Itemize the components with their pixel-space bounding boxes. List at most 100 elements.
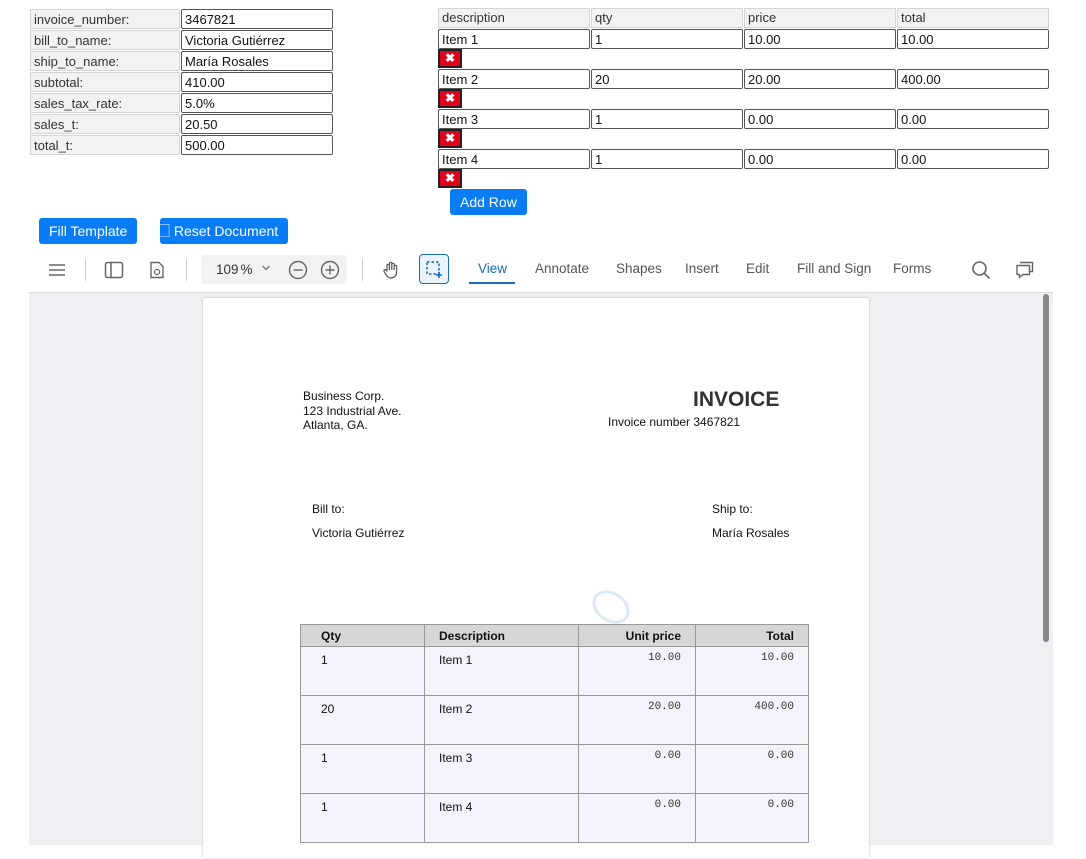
column-header-qty: qty — [591, 8, 743, 28]
item-row — [438, 109, 1049, 129]
item-row — [438, 69, 1049, 89]
bill-to-label: Bill to: — [312, 502, 345, 516]
field-label: sales_tax_rate: — [30, 93, 180, 113]
field-label: sales_t: — [30, 114, 180, 134]
field-row: total_t: — [30, 135, 333, 155]
item-total-input[interactable] — [897, 109, 1049, 129]
item-description-input[interactable] — [438, 69, 590, 89]
item-total-input[interactable] — [897, 149, 1049, 169]
sidebar-toggle-icon[interactable] — [104, 260, 124, 280]
ship-to-name-input[interactable] — [181, 51, 333, 71]
table-row: 1 Item 1 10.00 10.00 — [300, 646, 809, 696]
unit-price-cell: 0.00 — [578, 793, 696, 843]
item-row — [438, 149, 1049, 169]
invoice-number-text: Invoice number 3467821 — [608, 415, 741, 429]
tab-edit[interactable]: Edit — [746, 261, 770, 276]
zoom-out-icon[interactable] — [288, 260, 308, 283]
field-row: bill_to_name: — [30, 30, 333, 50]
toolbar-divider — [85, 259, 86, 281]
description-cell: Item 2 — [424, 695, 579, 745]
item-price-input[interactable] — [744, 149, 896, 169]
toolbar-divider — [186, 259, 187, 281]
item-qty-input[interactable] — [591, 149, 743, 169]
item-price-input[interactable] — [744, 69, 896, 89]
area-select-icon[interactable] — [419, 254, 449, 284]
description-cell: Item 4 — [424, 793, 579, 843]
field-label: total_t: — [30, 135, 180, 155]
column-header-total: total — [897, 8, 1049, 28]
field-row: subtotal: — [30, 72, 333, 92]
tab-forms[interactable]: Forms — [893, 261, 932, 276]
tab-shapes[interactable]: Shapes — [616, 261, 662, 276]
unit-price-cell: 20.00 — [578, 695, 696, 745]
comments-panel-icon[interactable] — [1014, 260, 1036, 280]
field-row: sales_t: — [30, 114, 333, 134]
pdf-page: Business Corp. 123 Industrial Ave. Atlan… — [203, 298, 869, 858]
item-description-input[interactable] — [438, 149, 590, 169]
bill-to-name: Victoria Gutiérrez — [312, 526, 405, 540]
zoom-in-icon[interactable] — [320, 260, 340, 283]
item-description-input[interactable] — [438, 109, 590, 129]
search-icon[interactable] — [970, 260, 992, 280]
tab-view[interactable]: View — [478, 261, 508, 276]
table-header-row: Qty Description Unit price Total — [300, 624, 809, 647]
column-header-description: Description — [424, 624, 579, 647]
delete-row-button[interactable]: ✖ — [438, 129, 462, 148]
qty-cell: 20 — [300, 695, 425, 745]
company-address: Business Corp. 123 Industrial Ave. Atlan… — [303, 389, 402, 432]
item-price-input[interactable] — [744, 29, 896, 49]
item-price-input[interactable] — [744, 109, 896, 129]
description-cell: Item 1 — [424, 646, 579, 696]
pan-hand-icon[interactable] — [380, 260, 402, 280]
zoom-level[interactable]: 109% — [216, 262, 253, 277]
tab-insert[interactable]: Insert — [685, 261, 719, 276]
add-row-button[interactable]: Add Row — [450, 189, 527, 215]
reset-document-button[interactable]: ⃞ Reset Document — [160, 218, 289, 244]
toolbar-divider — [362, 259, 363, 281]
item-qty-input[interactable] — [591, 69, 743, 89]
unit-price-cell: 10.00 — [578, 646, 696, 696]
invoice-title: INVOICE — [693, 388, 780, 411]
chevron-down-icon[interactable] — [261, 261, 271, 278]
delete-row-button[interactable]: ✖ — [438, 49, 462, 68]
tab-annotate[interactable]: Annotate — [535, 261, 590, 276]
field-row: invoice_number: — [30, 9, 333, 29]
item-total-input[interactable] — [897, 69, 1049, 89]
qty-cell: 1 — [300, 793, 425, 843]
fields-table: invoice_number: bill_to_name: ship_to_na… — [29, 8, 334, 156]
menu-icon[interactable] — [47, 260, 67, 280]
table-row: 1 Item 3 0.00 0.00 — [300, 744, 809, 794]
item-total-input[interactable] — [897, 29, 1049, 49]
delete-row-button[interactable]: ✖ — [438, 89, 462, 108]
sales-tax-rate-input[interactable] — [181, 93, 333, 113]
column-header-unit-price: Unit price — [578, 624, 696, 647]
delete-row-button[interactable]: ✖ — [438, 169, 462, 188]
zoom-control: 109% — [201, 255, 347, 284]
item-row — [438, 29, 1049, 49]
invoice-number-input[interactable] — [181, 9, 333, 29]
column-header-qty: Qty — [300, 624, 425, 647]
tab-fill-and-sign[interactable]: Fill and Sign — [797, 261, 872, 276]
fill-template-button[interactable]: Fill Template — [39, 218, 138, 244]
total-cell: 0.00 — [695, 793, 809, 843]
table-row: 20 Item 2 20.00 400.00 — [300, 695, 809, 745]
total-input[interactable] — [181, 135, 333, 155]
bill-to-name-input[interactable] — [181, 30, 333, 50]
field-label: bill_to_name: — [30, 30, 180, 50]
item-qty-input[interactable] — [591, 29, 743, 49]
column-header-price: price — [744, 8, 896, 28]
item-qty-input[interactable] — [591, 109, 743, 129]
subtotal-input[interactable] — [181, 72, 333, 92]
total-cell: 400.00 — [695, 695, 809, 745]
item-description-input[interactable] — [438, 29, 590, 49]
vertical-scrollbar[interactable] — [1043, 294, 1049, 642]
column-header-total: Total — [695, 624, 809, 647]
qty-cell: 1 — [300, 744, 425, 794]
viewer-toolbar: 109% View Annotate Shapes Insert Edit Fi… — [29, 248, 1053, 293]
pdf-viewer: 109% View Annotate Shapes Insert Edit Fi… — [29, 248, 1053, 858]
field-label: subtotal: — [30, 72, 180, 92]
table-row: 1 Item 4 0.00 0.00 — [300, 793, 809, 843]
sales-tax-input[interactable] — [181, 114, 333, 134]
qty-cell: 1 — [300, 646, 425, 696]
document-settings-icon[interactable] — [147, 260, 167, 280]
